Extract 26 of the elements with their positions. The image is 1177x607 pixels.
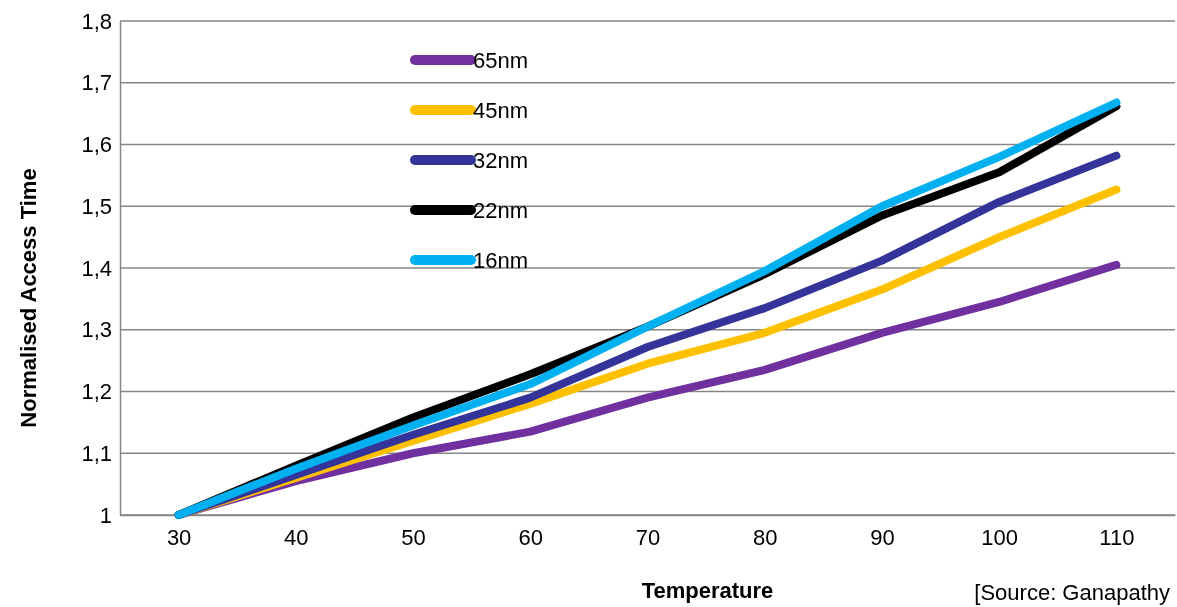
x-tick-label: 30: [166, 524, 192, 550]
y-tick-label: 1,6: [81, 132, 112, 158]
text: [Source: Ganapathy: [974, 580, 1170, 605]
legend-label: 16nm: [473, 248, 529, 273]
x-tick-label: 40: [284, 524, 309, 550]
legend-label: 45nm: [473, 98, 529, 123]
y-tick-label: 1,2: [81, 379, 112, 405]
legend-label: 65nm: [473, 48, 529, 73]
y-tick-label: 1,7: [81, 70, 112, 96]
x-tick-label: 80: [752, 524, 778, 550]
y-tick-label: 1,8: [81, 8, 112, 34]
y-tick-label: 1,1: [81, 440, 112, 466]
x-tick-label: 100: [981, 524, 1019, 550]
x-tick-label: 50: [401, 524, 426, 550]
legend-label: 22nm: [473, 198, 529, 223]
y-tick-label: 1,4: [81, 255, 112, 281]
y-tick-label: 1: [99, 502, 112, 528]
y-axis-title: Normalised Access Time: [16, 168, 41, 428]
x-axis-title: Temperature: [641, 578, 774, 603]
y-tick-label: 1,5: [81, 193, 112, 219]
legend-label: 32nm: [473, 148, 529, 173]
x-tick-label: 70: [635, 524, 661, 550]
x-tick-label: 60: [518, 524, 544, 550]
x-tick-label: 110: [1099, 524, 1135, 550]
x-tick-label: 90: [870, 524, 895, 550]
y-tick-label: 1,3: [81, 317, 112, 343]
